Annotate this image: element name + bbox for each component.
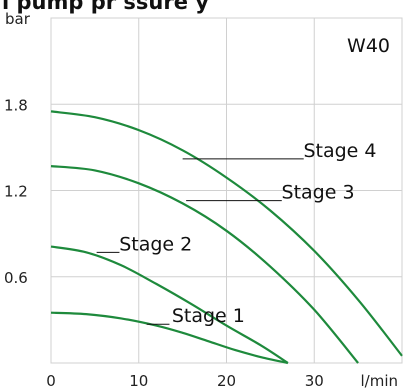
curves [50, 110, 403, 365]
series-line-stage-2 [50, 245, 289, 364]
series-line-stage-1 [50, 311, 289, 365]
y-axis-label: bar [5, 10, 31, 28]
y-tick-label: 1.2 [4, 183, 28, 201]
series-label-stage-3: Stage 3 [282, 182, 355, 204]
x-tick-label: 0 [46, 372, 56, 390]
grid [51, 18, 402, 363]
x-tick-label: 20 [217, 372, 236, 390]
y-tick-label: 0.6 [4, 269, 28, 287]
y-tick-labels: 0.6 1.2 1.8 [4, 96, 28, 287]
x-tick-labels: 0 10 20 30 [46, 372, 324, 390]
x-tick-label: 10 [129, 372, 148, 390]
leader-lines [96, 158, 304, 325]
series-line-stage-3 [50, 165, 359, 364]
x-axis-label: l/min [360, 372, 398, 390]
y-tick-label: 1.8 [4, 96, 28, 114]
series-line-stage-4 [50, 110, 403, 357]
series-label-stage-4: Stage 4 [303, 140, 376, 162]
chart-header-fragment: l pump pr ssure y [2, 0, 209, 14]
plot-frame [50, 17, 403, 364]
series-label-stage-2: Stage 2 [119, 233, 192, 255]
model-label: W40 [347, 35, 390, 57]
series-label-stage-1: Stage 1 [172, 305, 245, 327]
series-labels: Stage 1 Stage 2 Stage 3 Stage 4 [119, 140, 376, 327]
x-tick-label: 30 [305, 372, 324, 390]
